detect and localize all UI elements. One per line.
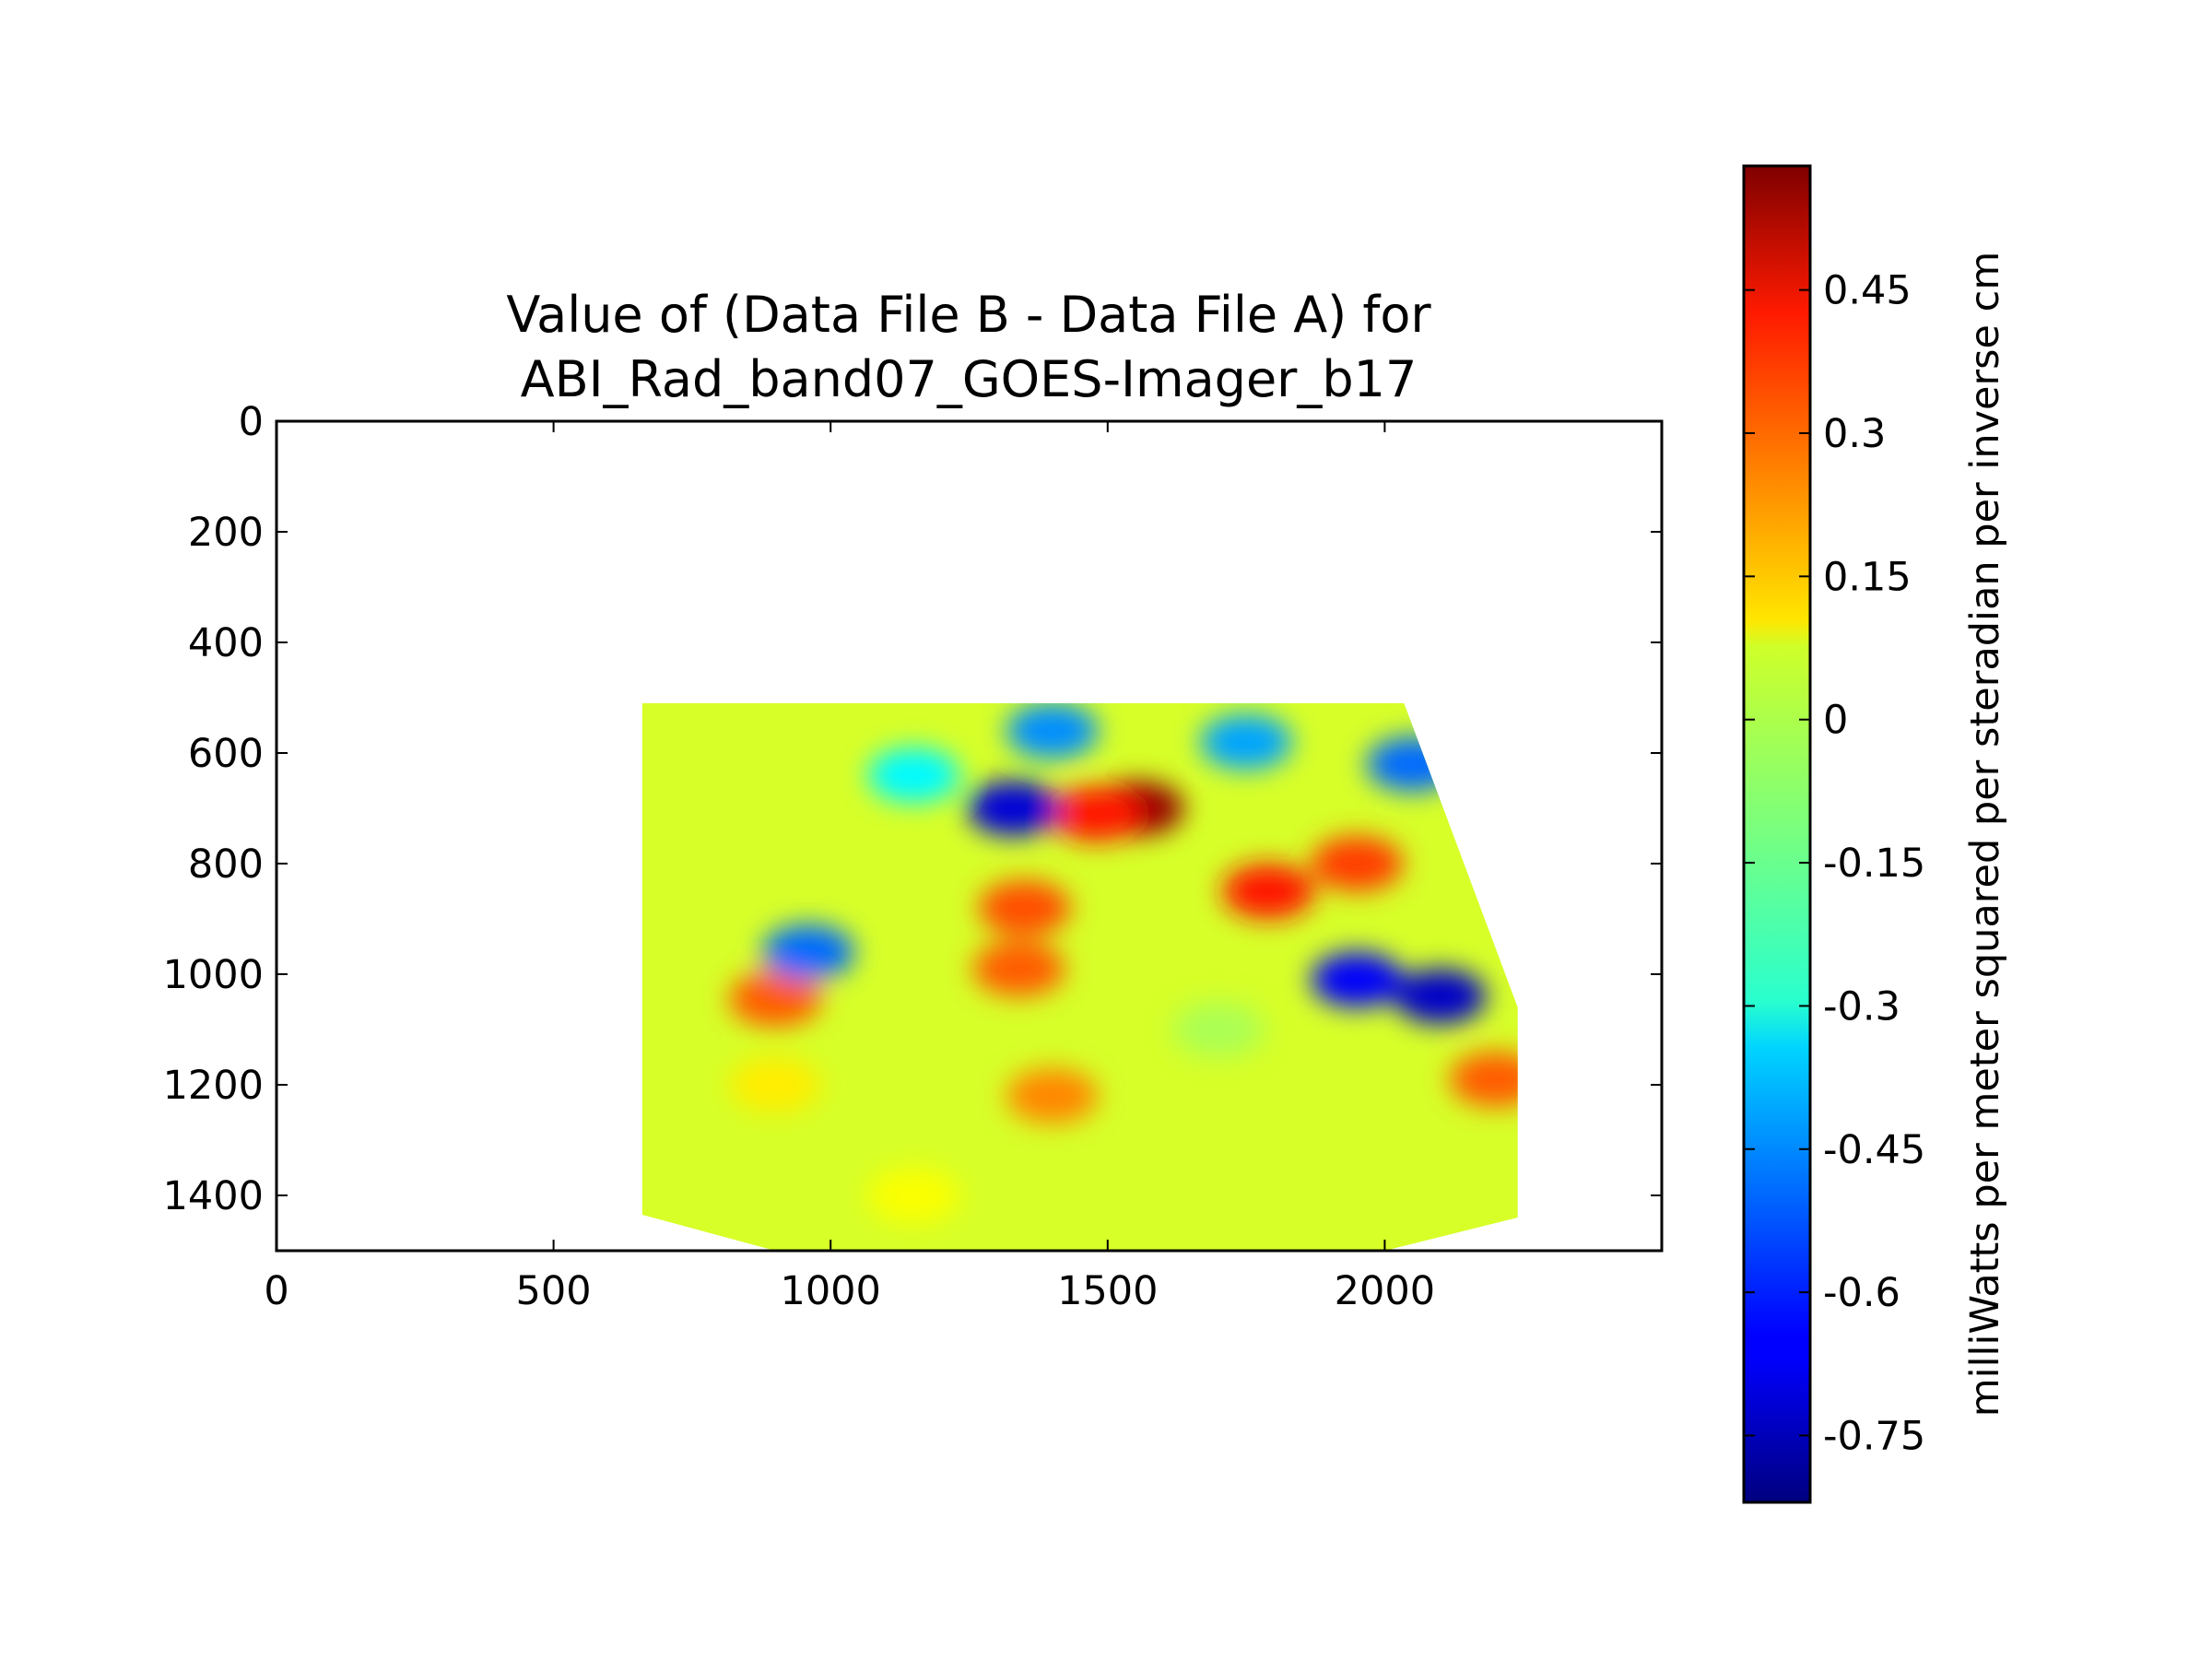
y-tick-label: 600	[188, 731, 264, 777]
colorbar-tick-label: -0.75	[1823, 1414, 1925, 1460]
colorbar-tick-label: 0	[1823, 698, 1848, 744]
colorbar-tick-label: 0.45	[1823, 268, 1912, 314]
colorbar-ticks: 0.45 0.3 0.15 0 -0.15 -0.3 -0.45 -0.6 -0.75	[1744, 268, 1925, 1460]
heatmap-feature	[762, 924, 855, 980]
y-tick-label: 400	[188, 620, 264, 666]
heatmap-feature	[867, 747, 960, 803]
y-tick-label: 800	[188, 841, 264, 888]
colorbar-tick-label: -0.45	[1823, 1127, 1925, 1173]
y-tick-label: 1000	[163, 952, 264, 998]
y-tick-label: 1200	[163, 1063, 264, 1109]
colorbar-tick-label: -0.15	[1823, 841, 1925, 887]
y-tick-label: 200	[188, 510, 264, 556]
colorbar-tick-label: 0.15	[1823, 554, 1912, 600]
heatmap-feature	[967, 781, 1060, 836]
x-tick-label: 1500	[1057, 1268, 1158, 1314]
heatmap-feature	[1366, 736, 1459, 792]
heatmap-feature	[1311, 836, 1404, 891]
y-tick-label: 0	[239, 399, 264, 445]
colorbar-tick-label: 0.3	[1823, 411, 1886, 457]
heatmap-field	[641, 703, 1518, 1251]
heatmap-feature	[978, 880, 1071, 935]
heatmap-feature	[1222, 864, 1315, 919]
x-tick-label: 500	[516, 1268, 592, 1314]
plot-area-frame	[275, 419, 1664, 1253]
colorbar	[1742, 164, 1812, 1504]
colorbar-tick-label: -0.6	[1823, 1270, 1900, 1316]
heatmap-feature	[1394, 969, 1487, 1024]
colorbar-label: milliWatts per meter squared per steradi…	[1962, 252, 2008, 1417]
colorbar-tick-label: -0.3	[1823, 983, 1900, 1030]
heatmap-feature	[1449, 1052, 1518, 1107]
chart-title-line2: ABI_Rad_band07_GOES-Imager_b17	[521, 350, 1418, 408]
heatmap-base	[641, 703, 1518, 1251]
x-tick-label: 0	[264, 1268, 288, 1314]
y-tick-label: 1400	[163, 1173, 264, 1219]
heatmap-feature	[867, 1168, 960, 1223]
heatmap-feature	[729, 1057, 822, 1112]
x-axis: 0 500 1000 1500 2000	[264, 421, 1435, 1314]
heatmap-feature	[1200, 714, 1293, 770]
heatmap-feature	[729, 971, 822, 1027]
y-axis: 0 200 400 600 800 1000 1200 1400	[163, 399, 1662, 1219]
x-tick-label: 2000	[1335, 1268, 1435, 1314]
heatmap-feature	[972, 941, 1065, 996]
chart-title-line1: Value of (Data File B - Data File A) for	[506, 286, 1431, 344]
x-tick-label: 1000	[780, 1268, 880, 1314]
heatmap-feature	[1006, 1068, 1099, 1124]
heatmap-feature	[1311, 952, 1404, 1007]
heatmap-feature	[1006, 703, 1099, 759]
heatmap-feature	[1172, 1002, 1265, 1057]
heatmap-feature	[1050, 786, 1143, 841]
